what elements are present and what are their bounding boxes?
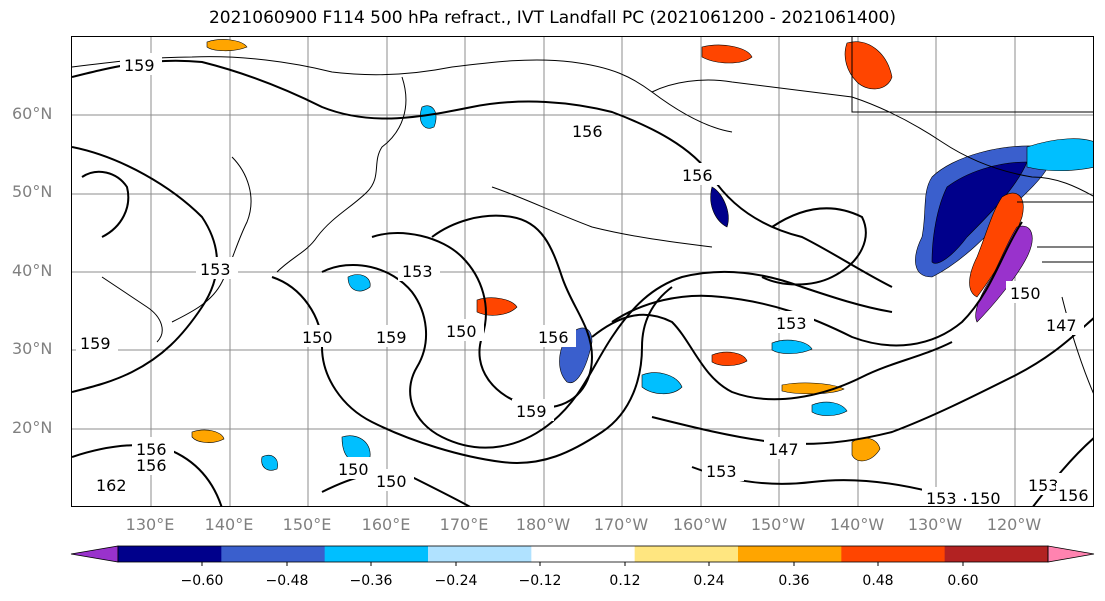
contour-label: 159 [80,334,111,353]
contour-label: 159 [376,328,407,347]
colorbar-ticks [201,562,964,566]
contour-label: 156 [1058,486,1089,505]
contour-label: 150 [302,328,333,347]
contour-label: 159 [124,56,155,75]
map-panel: 159 156 156 153 153 159 150 150 159 156 … [71,36,1094,507]
lon-label: 180°W [515,515,571,534]
contour-label: 153 [706,462,737,481]
lon-label: 170°E [439,515,489,534]
lon-label: 130°W [907,515,963,534]
colorbar-tick-label: 0.24 [693,573,725,589]
map-canvas: 159 156 156 153 153 159 150 150 159 156 … [72,37,1093,507]
lat-label: 50°N [12,182,53,201]
lat-label: 30°N [12,339,53,358]
contour-label: 156 [682,166,713,185]
colorbar-tick-label: 0.48 [862,573,894,589]
contour-label: 147 [768,440,799,459]
contour-label: 156 [572,122,603,141]
contour-label: 150 [970,489,1001,507]
colorbar-cell [428,546,532,562]
colorbar-tick-label: −0.24 [434,573,478,589]
coastlines [72,37,1093,394]
colorbar-cell [841,546,946,562]
contour-label: 153 [926,489,957,507]
contour-labels: 159 156 156 153 153 159 150 150 159 156 … [76,53,1093,507]
lon-label: 160°W [672,515,728,534]
contour-label: 153 [776,314,807,333]
colorbar-tick-label: 0.36 [778,573,810,589]
contour-label: 153 [200,260,231,279]
colorbar-cells [70,545,1095,563]
contour-label: 156 [136,456,167,475]
lon-label: 150°W [750,515,806,534]
ivt-shading [191,39,1093,471]
colorbar-extend-low [70,545,119,563]
colorbar-cell [221,546,326,562]
contour-label: 159 [516,402,547,421]
contour-label: 156 [538,328,569,347]
contour-label: 153 [402,262,433,281]
colorbar-cell [634,546,739,562]
colorbar-outline [117,545,1049,563]
colorbar-tick-label: 0.60 [947,573,979,589]
lon-label: 160°E [361,515,411,534]
contour-label: 150 [338,460,369,479]
contour-label: 150 [1010,284,1041,303]
refractivity-contours [72,59,1093,506]
lon-label: 140°E [204,515,254,534]
contour-label: 150 [446,322,477,341]
lat-label: 40°N [12,261,53,280]
colorbar-tick-label: −0.36 [349,573,393,589]
colorbar-tick-label: −0.12 [518,573,562,589]
colorbar-cell [118,546,222,562]
contour-label: 150 [376,472,407,491]
contour-label: 162 [96,476,127,495]
colorbar-cell [324,546,429,562]
lat-label: 60°N [12,104,53,123]
colorbar-extend-high [1047,545,1095,563]
lon-label: 140°W [829,515,885,534]
chart-title: 2021060900 F114 500 hPa refract., IVT La… [208,8,896,28]
contour-label: 153 [1028,476,1059,495]
colorbar-tick-label: −0.60 [180,573,224,589]
lat-label: 20°N [12,418,53,437]
colorbar-cell [944,546,1049,562]
colorbar-tick-label: −0.48 [265,573,309,589]
lon-label: 120°W [986,515,1042,534]
contour-label: 156 [136,440,167,459]
contour-label: 147 [1046,316,1077,335]
lon-label: 130°E [125,515,175,534]
colorbar-cell [531,546,636,562]
lon-label: 150°E [282,515,332,534]
colorbar-cell [738,546,842,562]
colorbar-tick-label: 0.12 [609,573,641,589]
lon-label: 170°W [593,515,649,534]
